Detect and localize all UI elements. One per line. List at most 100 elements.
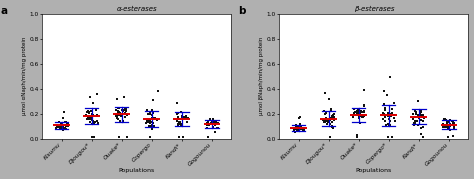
Point xyxy=(180,136,187,139)
Point xyxy=(388,112,396,114)
Point xyxy=(350,107,357,110)
Point xyxy=(57,122,65,125)
Point xyxy=(412,113,419,115)
Point xyxy=(86,118,94,121)
Point xyxy=(439,126,447,129)
Point xyxy=(324,120,331,123)
Point xyxy=(384,113,392,115)
Point xyxy=(295,127,303,130)
Point xyxy=(145,113,152,115)
Point xyxy=(297,124,305,127)
Point xyxy=(416,112,423,114)
Point xyxy=(113,98,121,101)
Point xyxy=(82,113,90,116)
Point xyxy=(328,124,336,127)
Point xyxy=(446,119,453,122)
Point xyxy=(122,108,129,110)
Point xyxy=(214,122,221,125)
Point xyxy=(328,110,335,113)
Point xyxy=(203,127,210,130)
Point xyxy=(412,112,420,114)
Point xyxy=(351,111,358,114)
Point xyxy=(182,117,190,120)
Point xyxy=(209,125,217,128)
Point xyxy=(88,136,95,139)
Point xyxy=(87,115,94,118)
Point xyxy=(175,117,182,120)
Point xyxy=(214,126,222,129)
Point xyxy=(385,123,392,126)
Point xyxy=(174,111,182,114)
Point xyxy=(55,125,63,128)
Point xyxy=(150,118,157,121)
Point xyxy=(59,125,67,128)
Point xyxy=(322,112,329,115)
Point xyxy=(359,115,367,118)
Point xyxy=(326,123,334,126)
Point xyxy=(147,120,155,123)
Point xyxy=(211,122,219,125)
Point xyxy=(383,93,391,96)
Point xyxy=(300,129,307,131)
Point xyxy=(356,114,364,117)
Point xyxy=(205,123,213,126)
Point xyxy=(360,113,367,116)
Text: a: a xyxy=(0,6,8,16)
Point xyxy=(354,110,362,112)
Point xyxy=(291,126,298,129)
Point xyxy=(118,114,125,117)
Point xyxy=(115,113,122,116)
Point xyxy=(57,125,64,128)
Point xyxy=(292,123,300,126)
Point xyxy=(414,115,421,117)
Point xyxy=(417,127,425,130)
Point xyxy=(64,125,71,127)
Point xyxy=(178,114,186,117)
Point xyxy=(414,120,421,123)
Point xyxy=(297,123,304,126)
Point xyxy=(442,125,449,128)
Point xyxy=(326,119,333,122)
Point xyxy=(85,111,93,114)
Point xyxy=(415,117,423,120)
Point xyxy=(114,111,122,114)
Point xyxy=(178,116,186,119)
Point xyxy=(294,129,302,131)
Point xyxy=(295,126,303,129)
Point xyxy=(323,120,331,123)
Point xyxy=(419,114,427,117)
Point xyxy=(417,132,425,135)
Point xyxy=(211,120,219,123)
Point xyxy=(293,129,301,132)
Point xyxy=(450,125,457,128)
Point xyxy=(179,116,187,119)
Point xyxy=(184,117,191,120)
Point xyxy=(443,122,451,125)
Point xyxy=(293,125,301,128)
Point xyxy=(320,109,328,112)
Point xyxy=(213,122,221,125)
Point xyxy=(360,110,368,113)
Point xyxy=(175,136,182,139)
Point xyxy=(381,109,389,112)
Point xyxy=(354,111,361,114)
Point xyxy=(120,109,128,112)
Point xyxy=(146,113,154,116)
Point xyxy=(212,131,219,134)
Point xyxy=(148,116,156,119)
Point xyxy=(117,112,124,115)
Point xyxy=(388,136,396,139)
Point xyxy=(350,112,358,115)
Point xyxy=(360,111,368,113)
Point xyxy=(295,116,303,119)
Point xyxy=(387,115,395,118)
Point xyxy=(142,122,150,125)
Point xyxy=(115,107,122,110)
Point xyxy=(360,104,368,107)
Point xyxy=(114,109,122,112)
Point xyxy=(322,117,329,120)
Point xyxy=(327,116,334,119)
Point xyxy=(61,123,69,126)
Point xyxy=(349,115,357,118)
Point xyxy=(83,111,91,114)
